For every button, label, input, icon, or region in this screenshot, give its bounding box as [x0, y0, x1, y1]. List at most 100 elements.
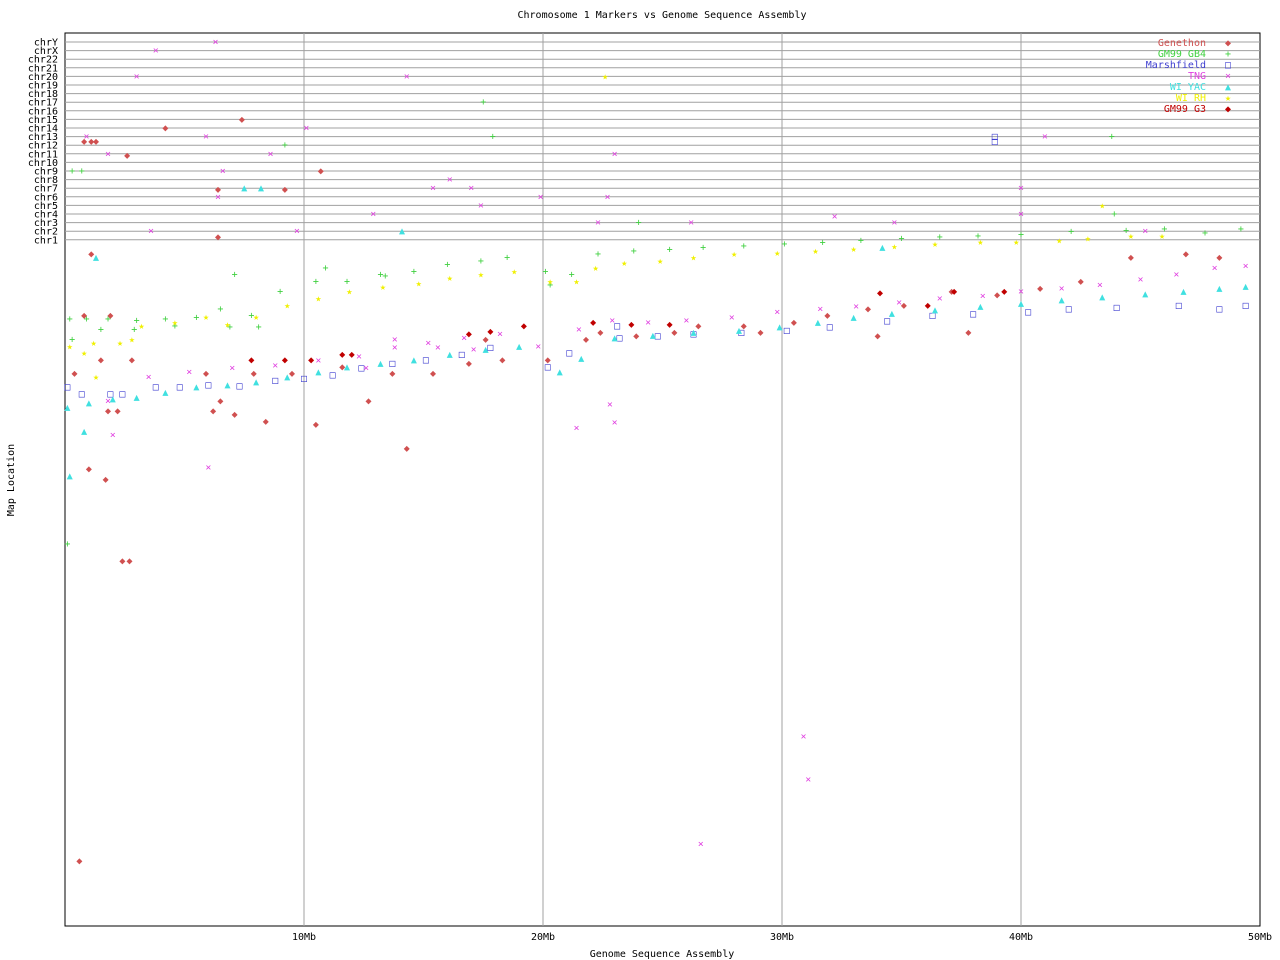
data-point: ▲	[1142, 289, 1148, 300]
chromosome-data-point: ×	[891, 218, 897, 229]
chromosome-label: chr12	[28, 141, 58, 152]
data-point: ◆	[521, 321, 527, 332]
data-point: +	[542, 266, 548, 277]
data-point: ▲	[193, 382, 199, 393]
data-point: ◆	[81, 137, 87, 148]
data-point: ★	[416, 279, 422, 290]
data-point: ◆	[282, 184, 288, 195]
data-point: ◆	[93, 137, 99, 148]
data-point: ◆	[430, 369, 436, 380]
data-point: □	[330, 370, 336, 381]
data-point: ★	[731, 249, 737, 260]
data-point: ★	[1159, 231, 1165, 242]
data-point: ×	[573, 423, 579, 434]
chromosome-data-point: ×	[605, 192, 611, 203]
data-point: ×	[729, 313, 735, 324]
data-point: ◆	[487, 326, 493, 337]
data-point: ◆	[107, 311, 113, 322]
data-point: ◆	[308, 355, 314, 366]
data-point: □	[614, 321, 620, 332]
data-point: ×	[471, 345, 477, 356]
data-point: ★	[977, 237, 983, 248]
chromosome-data-point: ▲	[258, 183, 264, 194]
data-point: □	[616, 333, 622, 344]
data-point: ◆	[925, 300, 931, 311]
data-point: +	[256, 322, 262, 333]
chromosome-data-point: ×	[134, 71, 140, 82]
data-point: ×	[272, 360, 278, 371]
data-point: □	[655, 331, 661, 342]
data-point: □	[1114, 302, 1120, 313]
data-point: ◆	[949, 287, 955, 298]
data-point: ★	[203, 312, 209, 323]
data-point: ◆	[865, 304, 871, 315]
chromosome-data-point: ×	[447, 175, 453, 186]
chromosome-label: chr2	[34, 227, 58, 238]
data-point: ×	[774, 307, 780, 318]
data-point: ★	[593, 263, 599, 274]
data-point: □	[784, 326, 790, 337]
data-point: □	[1066, 304, 1072, 315]
chart-title: Chromosome 1 Markers vs Genome Sequence …	[518, 10, 807, 21]
chromosome-label: chr8	[34, 175, 58, 186]
data-point: ★	[117, 338, 123, 349]
chromosome-label: chr1	[34, 235, 58, 246]
x-tick-label: 30Mb	[770, 932, 794, 943]
x-axis-label: Genome Sequence Assembly	[590, 949, 735, 960]
chromosome-label: chr19	[28, 81, 58, 92]
data-point: ▲	[777, 322, 783, 333]
data-point: ◆	[590, 317, 596, 328]
data-point: ◆	[695, 321, 701, 332]
chromosome-data-point: +	[490, 132, 496, 143]
data-point: ▲	[516, 341, 522, 352]
data-point: ◆	[466, 329, 472, 340]
data-point: ◆	[389, 369, 395, 380]
data-point: ×	[817, 304, 823, 315]
legend-label: Genethon	[1158, 38, 1206, 49]
data-point: ◆	[210, 406, 216, 417]
data-point: ◆	[124, 150, 130, 161]
data-point: ★	[478, 270, 484, 281]
data-point: ×	[1137, 274, 1143, 285]
data-point: ◆	[88, 249, 94, 260]
data-point: ◆	[76, 856, 82, 867]
data-point: ◆	[248, 355, 254, 366]
data-point: ◆	[1128, 253, 1134, 264]
legend-symbol: +	[1225, 49, 1231, 60]
chromosome-data-point: ×	[430, 183, 436, 194]
data-point: +	[1202, 228, 1208, 239]
data-point: ★	[511, 266, 517, 277]
data-point: +	[1123, 225, 1129, 236]
data-point: ◆	[105, 406, 111, 417]
chromosome-label: chr16	[28, 106, 58, 117]
data-point: ▲	[612, 333, 618, 344]
data-point: ×	[1018, 287, 1024, 298]
chromosome-data-point: ◆	[318, 166, 324, 177]
data-point: ◆	[129, 355, 135, 366]
data-point: ◆	[98, 355, 104, 366]
chromosome-data-point: +	[636, 218, 642, 229]
chromosome-data-point: ×	[268, 149, 274, 160]
data-point: ▲	[284, 372, 290, 383]
legend-symbol: ◆	[1225, 38, 1231, 49]
chromosome-data-point: ×	[203, 132, 209, 143]
data-point: □	[119, 389, 125, 400]
data-point: □	[884, 316, 890, 327]
data-point: ◆	[741, 321, 747, 332]
data-points: ◆ ◆ ◆ ◆ ◆ ◆ ◆ ◆ ◆ ◆ ◆ ◆ ◆ ◆ ◆ ◆ ◆ ◆ ◆ ◆ ◆ ◆ ◆ ◆ ◆ ◆ ◆ ◆ ◆ ◆ ◆ ◆ ◆ ◆ ◆ ◆ ◆ ◆ ◆ ◆…	[64, 37, 1248, 867]
data-point: ▲	[86, 398, 92, 409]
chromosome-data-point: +	[282, 140, 288, 151]
legend-label: TNG	[1188, 71, 1206, 82]
data-point: ▲	[1059, 295, 1065, 306]
data-point: ◆	[877, 288, 883, 299]
data-point: ▲	[377, 358, 383, 369]
chromosome-data-point: ★	[1099, 200, 1105, 211]
chromosome-data-point: □	[992, 132, 998, 143]
chromosome-data-point: ×	[370, 209, 376, 220]
legend-label: WI RH	[1176, 93, 1206, 104]
data-point: ◆	[1216, 253, 1222, 264]
data-point: ×	[205, 463, 211, 474]
data-point: ◆	[597, 328, 603, 339]
data-point: ×	[363, 363, 369, 374]
data-point: ×	[1243, 261, 1249, 272]
